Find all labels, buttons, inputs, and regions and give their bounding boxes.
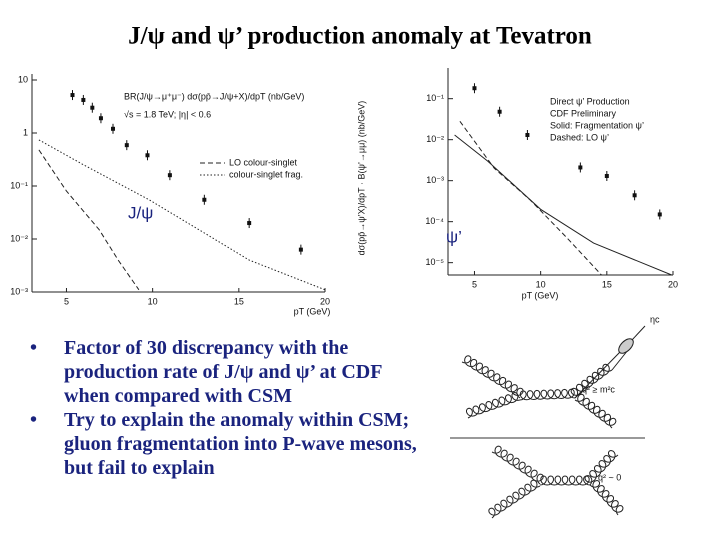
gluon	[491, 445, 544, 485]
x-tick-label: 5	[64, 296, 69, 306]
y-tick-label: 10⁻⁴	[425, 216, 444, 226]
x-tick-label: 20	[668, 279, 678, 289]
data-point	[525, 133, 530, 138]
y-tick-label: 10⁻³	[10, 286, 28, 296]
quark-line	[611, 349, 629, 371]
gluon	[519, 388, 576, 401]
meson-arrow	[631, 325, 646, 341]
legend-header: Direct ψ’ Production	[550, 96, 630, 106]
data-point	[202, 197, 207, 202]
y-tick-label: 10	[18, 74, 28, 84]
gluon	[466, 391, 521, 419]
x-tick-label: 10	[148, 296, 158, 306]
data-point	[632, 193, 637, 198]
y-tick-label: 10⁻⁵	[426, 257, 445, 267]
data-point	[81, 97, 86, 102]
gluon	[584, 450, 619, 486]
data-point	[111, 126, 116, 131]
data-point	[70, 93, 75, 98]
y-tick-label: 10⁻²	[10, 233, 28, 243]
y-axis-label: BR(J/ψ→μ⁺μ⁻) dσ(pp̄→J/ψ+X)/dpT (nb/GeV)	[124, 91, 304, 101]
curve	[38, 139, 326, 291]
quark-line	[574, 351, 621, 399]
bullet-list: Factor of 30 discrepancy with the produc…	[28, 336, 428, 480]
bullet: Factor of 30 discrepancy with the produc…	[28, 336, 424, 408]
y-axis-label: dσ(pp̄→ψ’X)/dpT · B(ψ’→μμ) (nb/GeV)	[356, 101, 366, 256]
bullet: Try to explain the anomaly within CSM; g…	[28, 408, 424, 480]
x-tick-label: 15	[234, 296, 244, 306]
gluon	[488, 479, 541, 519]
data-point	[167, 173, 172, 178]
legend-header: CDF Preliminary	[550, 108, 617, 118]
x-tick-label: 20	[320, 296, 330, 306]
gluon	[461, 355, 524, 399]
x-axis-label: pT (GeV)	[522, 290, 559, 300]
meson-label: ηc	[650, 314, 660, 324]
data-point	[578, 165, 583, 170]
y-tick-label: 10⁻³	[426, 175, 444, 185]
y-tick-label: 10⁻²	[426, 134, 444, 144]
gluon	[570, 363, 613, 399]
annotation: √s = 1.8 TeV; |η| < 0.6	[124, 109, 211, 119]
data-point	[657, 212, 662, 217]
y-tick-label: 10⁻¹	[10, 180, 28, 190]
data-point	[124, 143, 129, 148]
x-axis-label: pT (GeV)	[294, 306, 331, 316]
data-point	[98, 116, 103, 121]
x-tick-label: 10	[536, 279, 546, 289]
curve	[454, 134, 672, 276]
x-tick-label: 15	[602, 279, 612, 289]
plot-tag: J/ψ	[128, 203, 153, 222]
data-point	[247, 221, 252, 226]
diagram-label: q² ~ 0	[598, 472, 621, 482]
y-tick-label: 1	[23, 127, 28, 137]
data-point	[145, 153, 150, 158]
y-tick-label: 10⁻¹	[426, 93, 444, 103]
legend-label: Solid: Fragmentation ψ’	[550, 120, 644, 130]
legend-label: Dashed: LO ψ’	[550, 132, 609, 142]
curve	[459, 121, 602, 276]
curve	[38, 149, 140, 291]
gluon	[539, 475, 591, 486]
data-point	[298, 247, 303, 252]
slide-title: J/ψ and ψ’ production anomaly at Tevatro…	[128, 23, 592, 50]
plot-tag: ψ’	[446, 227, 462, 246]
data-point	[604, 173, 609, 178]
data-point	[472, 86, 477, 91]
diagram-label: q² ≥ m²c	[582, 384, 615, 394]
gluon	[574, 393, 617, 429]
x-tick-label: 5	[472, 279, 477, 289]
legend-label: colour-singlet frag.	[229, 169, 303, 179]
data-point	[90, 105, 95, 110]
gluon	[589, 480, 624, 516]
legend-label: LO colour-singlet	[229, 157, 298, 167]
data-point	[497, 109, 502, 114]
